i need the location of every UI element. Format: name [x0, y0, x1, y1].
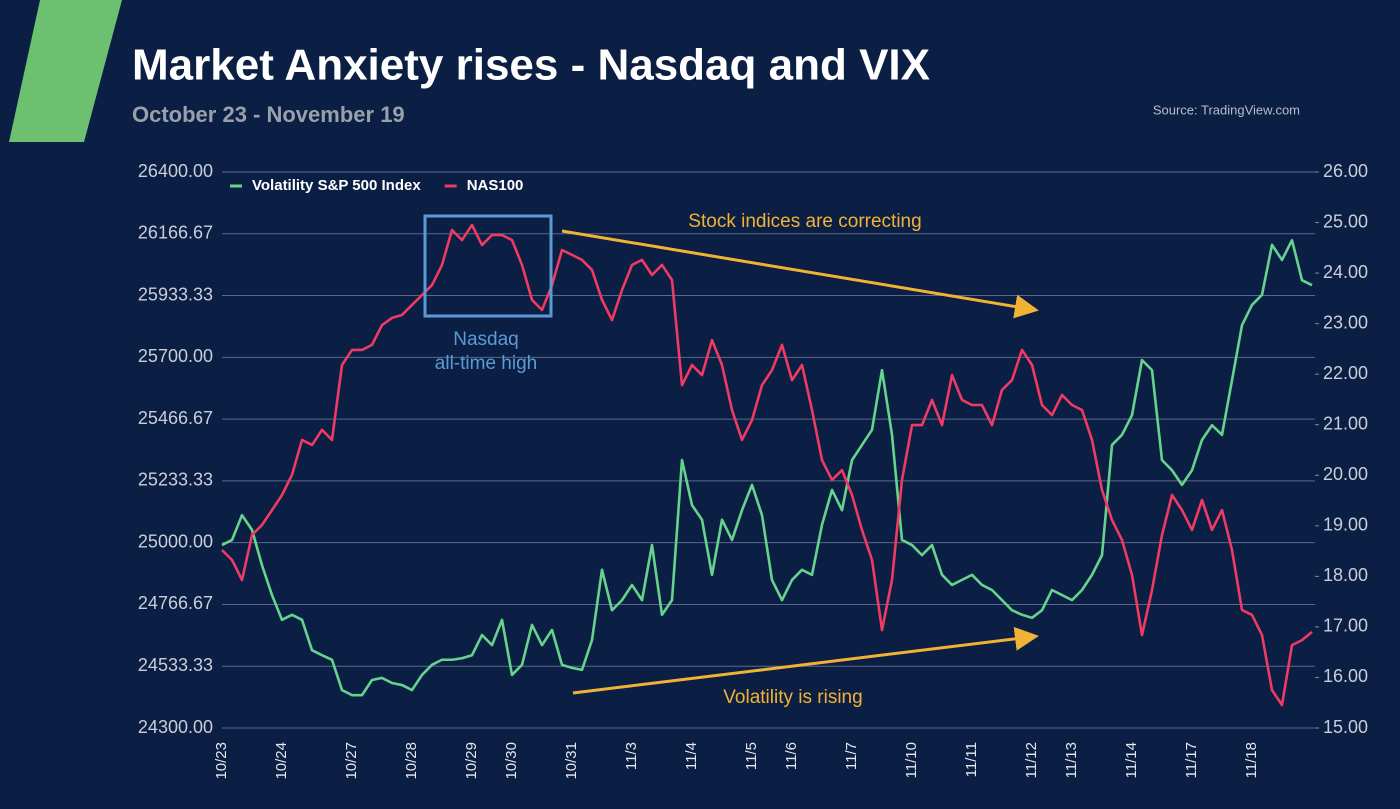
y-tick-label: 24533.33: [138, 655, 213, 675]
x-tick-label: 11/6: [783, 742, 800, 770]
x-tick-label: 10/30: [503, 742, 520, 780]
arrow: [561, 229, 1039, 319]
y2-tick-label: 21.00: [1323, 413, 1368, 433]
y-tick-label: 24300.00: [138, 717, 213, 737]
x-tick-label: 11/7: [843, 742, 860, 770]
annotation: Nasdaq: [453, 329, 519, 350]
y2-tick-label: 15.00: [1323, 717, 1368, 737]
highlight-box: [423, 214, 553, 318]
y2-tick-label: 20.00: [1323, 464, 1368, 484]
arrow: [572, 626, 1039, 695]
y2-tick-label: 22.00: [1323, 363, 1368, 383]
x-tick-label: 10/31: [563, 742, 580, 780]
x-tick-label: 11/10: [903, 742, 920, 778]
y-tick-label: 26400.00: [138, 161, 213, 181]
legend-item: NAS100: [444, 177, 524, 194]
x-tick-label: 10/27: [343, 742, 360, 780]
y2-tick-label: 16.00: [1323, 666, 1368, 686]
x-tick-label: 11/18: [1243, 742, 1260, 778]
x-tick-label: 10/29: [463, 742, 480, 780]
y-tick-label: 24766.67: [138, 593, 213, 613]
x-tick-label: 11/17: [1183, 742, 1200, 778]
annotation: all-time high: [435, 353, 537, 374]
x-tick-label: 11/13: [1063, 742, 1080, 778]
y-tick-label: 26166.67: [138, 223, 213, 243]
annotation: Stock indices are correcting: [688, 211, 921, 232]
source: Source: TradingView.com: [1153, 102, 1300, 117]
grid: [222, 171, 1319, 729]
y2-tick-label: 19.00: [1323, 515, 1368, 535]
x-tick-label: 10/23: [213, 742, 230, 780]
y-tick-label: 25933.33: [138, 284, 213, 304]
x-tick-label: 11/14: [1123, 742, 1140, 778]
legend-label: Volatility S&P 500 Index: [252, 177, 421, 194]
y2-tick-label: 26.00: [1323, 161, 1368, 181]
x-tick-label: 11/5: [743, 742, 760, 770]
series-line: [221, 223, 1313, 707]
x-tick-label: 10/28: [403, 742, 420, 780]
y2-tick-label: 25.00: [1323, 211, 1368, 231]
x-tick-label: 11/12: [1023, 742, 1040, 778]
y-tick-label: 25700.00: [138, 346, 213, 366]
y-tick-label: 25466.67: [138, 408, 213, 428]
x-tick-label: 11/4: [683, 742, 700, 770]
x-tick-label: 11/3: [623, 742, 640, 770]
chart-title: Market Anxiety rises - Nasdaq and VIX: [132, 41, 930, 90]
chart-subtitle: October 23 - November 19: [132, 102, 405, 127]
y2-tick-label: 17.00: [1323, 616, 1368, 636]
decor-stripe: [9, 0, 122, 142]
annotation: Volatility is rising: [723, 687, 862, 708]
legend-item: Volatility S&P 500 Index: [230, 177, 421, 194]
y2-tick-label: 18.00: [1323, 565, 1368, 585]
x-tick-label: 10/24: [273, 742, 290, 780]
y2-tick-label: 24.00: [1323, 262, 1368, 282]
x-tick-label: 11/11: [963, 742, 980, 777]
legend-label: NAS100: [467, 177, 524, 194]
series-line: [221, 238, 1313, 697]
y2-tick-label: 23.00: [1323, 312, 1368, 332]
y-tick-label: 25233.33: [138, 470, 213, 490]
plot: [221, 223, 1313, 707]
y-tick-label: 25000.00: [138, 531, 213, 551]
